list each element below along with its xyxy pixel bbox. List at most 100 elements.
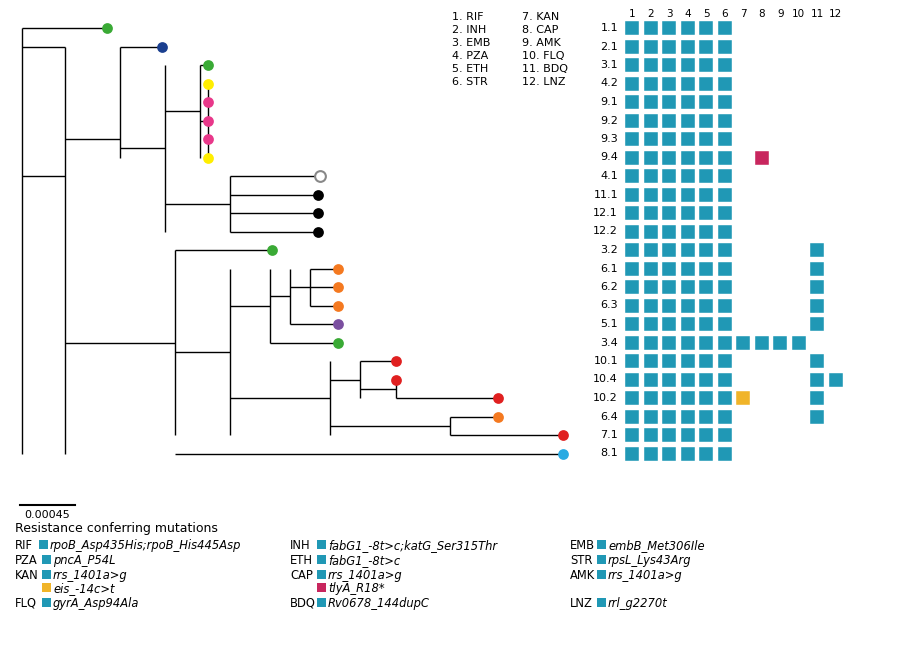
Bar xyxy=(662,354,676,368)
Bar xyxy=(644,132,658,146)
Bar xyxy=(662,335,676,349)
Text: AMK: AMK xyxy=(570,569,595,582)
Bar xyxy=(699,446,713,461)
Point xyxy=(389,374,403,385)
Text: fabG1_-8t>c: fabG1_-8t>c xyxy=(328,554,400,567)
Bar xyxy=(644,243,658,257)
Bar xyxy=(680,335,695,349)
Bar xyxy=(597,598,606,607)
Bar xyxy=(662,410,676,424)
Point xyxy=(310,208,325,218)
Text: 8.1: 8.1 xyxy=(600,448,618,459)
Bar xyxy=(718,58,732,72)
Bar xyxy=(39,540,48,549)
Point xyxy=(313,170,328,181)
Text: rrs_1401a>g: rrs_1401a>g xyxy=(608,569,682,582)
Text: 4. PZA: 4. PZA xyxy=(452,51,488,61)
Text: 6.3: 6.3 xyxy=(600,300,618,310)
Text: Resistance conferring mutations: Resistance conferring mutations xyxy=(15,522,218,535)
Text: fabG1_-8t>c;katG_Ser315Thr: fabG1_-8t>c;katG_Ser315Thr xyxy=(328,539,497,552)
Bar xyxy=(680,428,695,442)
Point xyxy=(310,226,325,237)
Point xyxy=(331,319,346,330)
Point xyxy=(331,300,346,311)
Text: 1.1: 1.1 xyxy=(600,23,618,33)
Bar xyxy=(644,188,658,202)
Bar xyxy=(680,40,695,54)
Bar xyxy=(662,280,676,294)
Bar xyxy=(736,335,751,349)
Bar xyxy=(644,21,658,35)
Bar xyxy=(680,298,695,312)
Bar xyxy=(699,151,713,164)
Bar xyxy=(718,317,732,331)
Point xyxy=(491,392,505,403)
Text: 6: 6 xyxy=(722,9,728,19)
Bar xyxy=(773,335,788,349)
Text: 4.1: 4.1 xyxy=(600,171,618,181)
Text: 9. AMK: 9. AMK xyxy=(522,38,561,48)
Bar xyxy=(680,317,695,331)
Point xyxy=(201,152,215,163)
Point xyxy=(331,337,346,348)
Bar xyxy=(810,317,824,331)
Bar xyxy=(626,76,639,91)
Text: 11. BDQ: 11. BDQ xyxy=(522,64,568,74)
Bar xyxy=(644,113,658,127)
Bar xyxy=(317,570,326,579)
Bar xyxy=(644,354,658,368)
Bar xyxy=(699,373,713,387)
Bar xyxy=(662,298,676,312)
Bar xyxy=(626,21,639,35)
Bar xyxy=(680,391,695,405)
Bar xyxy=(680,446,695,461)
Text: ETH: ETH xyxy=(290,554,313,567)
Bar xyxy=(699,113,713,127)
Bar xyxy=(792,335,806,349)
Bar xyxy=(644,317,658,331)
Bar xyxy=(644,298,658,312)
Bar xyxy=(718,151,732,164)
Point xyxy=(556,430,571,440)
Text: 1: 1 xyxy=(629,9,635,19)
Text: rrs_1401a>g: rrs_1401a>g xyxy=(328,569,402,582)
Bar xyxy=(699,225,713,239)
Bar xyxy=(662,391,676,405)
Bar xyxy=(718,354,732,368)
Bar xyxy=(680,169,695,183)
Bar xyxy=(680,243,695,257)
Bar xyxy=(626,317,639,331)
Bar xyxy=(699,40,713,54)
Bar xyxy=(662,188,676,202)
Text: INH: INH xyxy=(290,539,310,552)
Bar xyxy=(680,151,695,164)
Text: 2.1: 2.1 xyxy=(600,42,618,52)
Bar xyxy=(644,446,658,461)
Text: 12.2: 12.2 xyxy=(593,227,618,237)
Bar xyxy=(718,21,732,35)
Bar xyxy=(718,188,732,202)
Point xyxy=(331,263,346,274)
Bar xyxy=(662,243,676,257)
Bar xyxy=(662,95,676,109)
Bar xyxy=(699,298,713,312)
Point xyxy=(556,448,571,459)
Bar xyxy=(680,76,695,91)
Bar xyxy=(718,373,732,387)
Text: embB_Met306Ile: embB_Met306Ile xyxy=(608,539,705,552)
Bar xyxy=(42,555,51,564)
Bar xyxy=(626,132,639,146)
Bar xyxy=(626,410,639,424)
Text: 9.4: 9.4 xyxy=(600,152,618,162)
Bar xyxy=(644,225,658,239)
Bar xyxy=(42,570,51,579)
Bar xyxy=(644,428,658,442)
Bar xyxy=(680,21,695,35)
Bar xyxy=(644,76,658,91)
Bar xyxy=(699,132,713,146)
Bar xyxy=(626,373,639,387)
Bar xyxy=(626,243,639,257)
Bar xyxy=(755,335,769,349)
Bar xyxy=(626,113,639,127)
Text: 4.2: 4.2 xyxy=(600,78,618,88)
